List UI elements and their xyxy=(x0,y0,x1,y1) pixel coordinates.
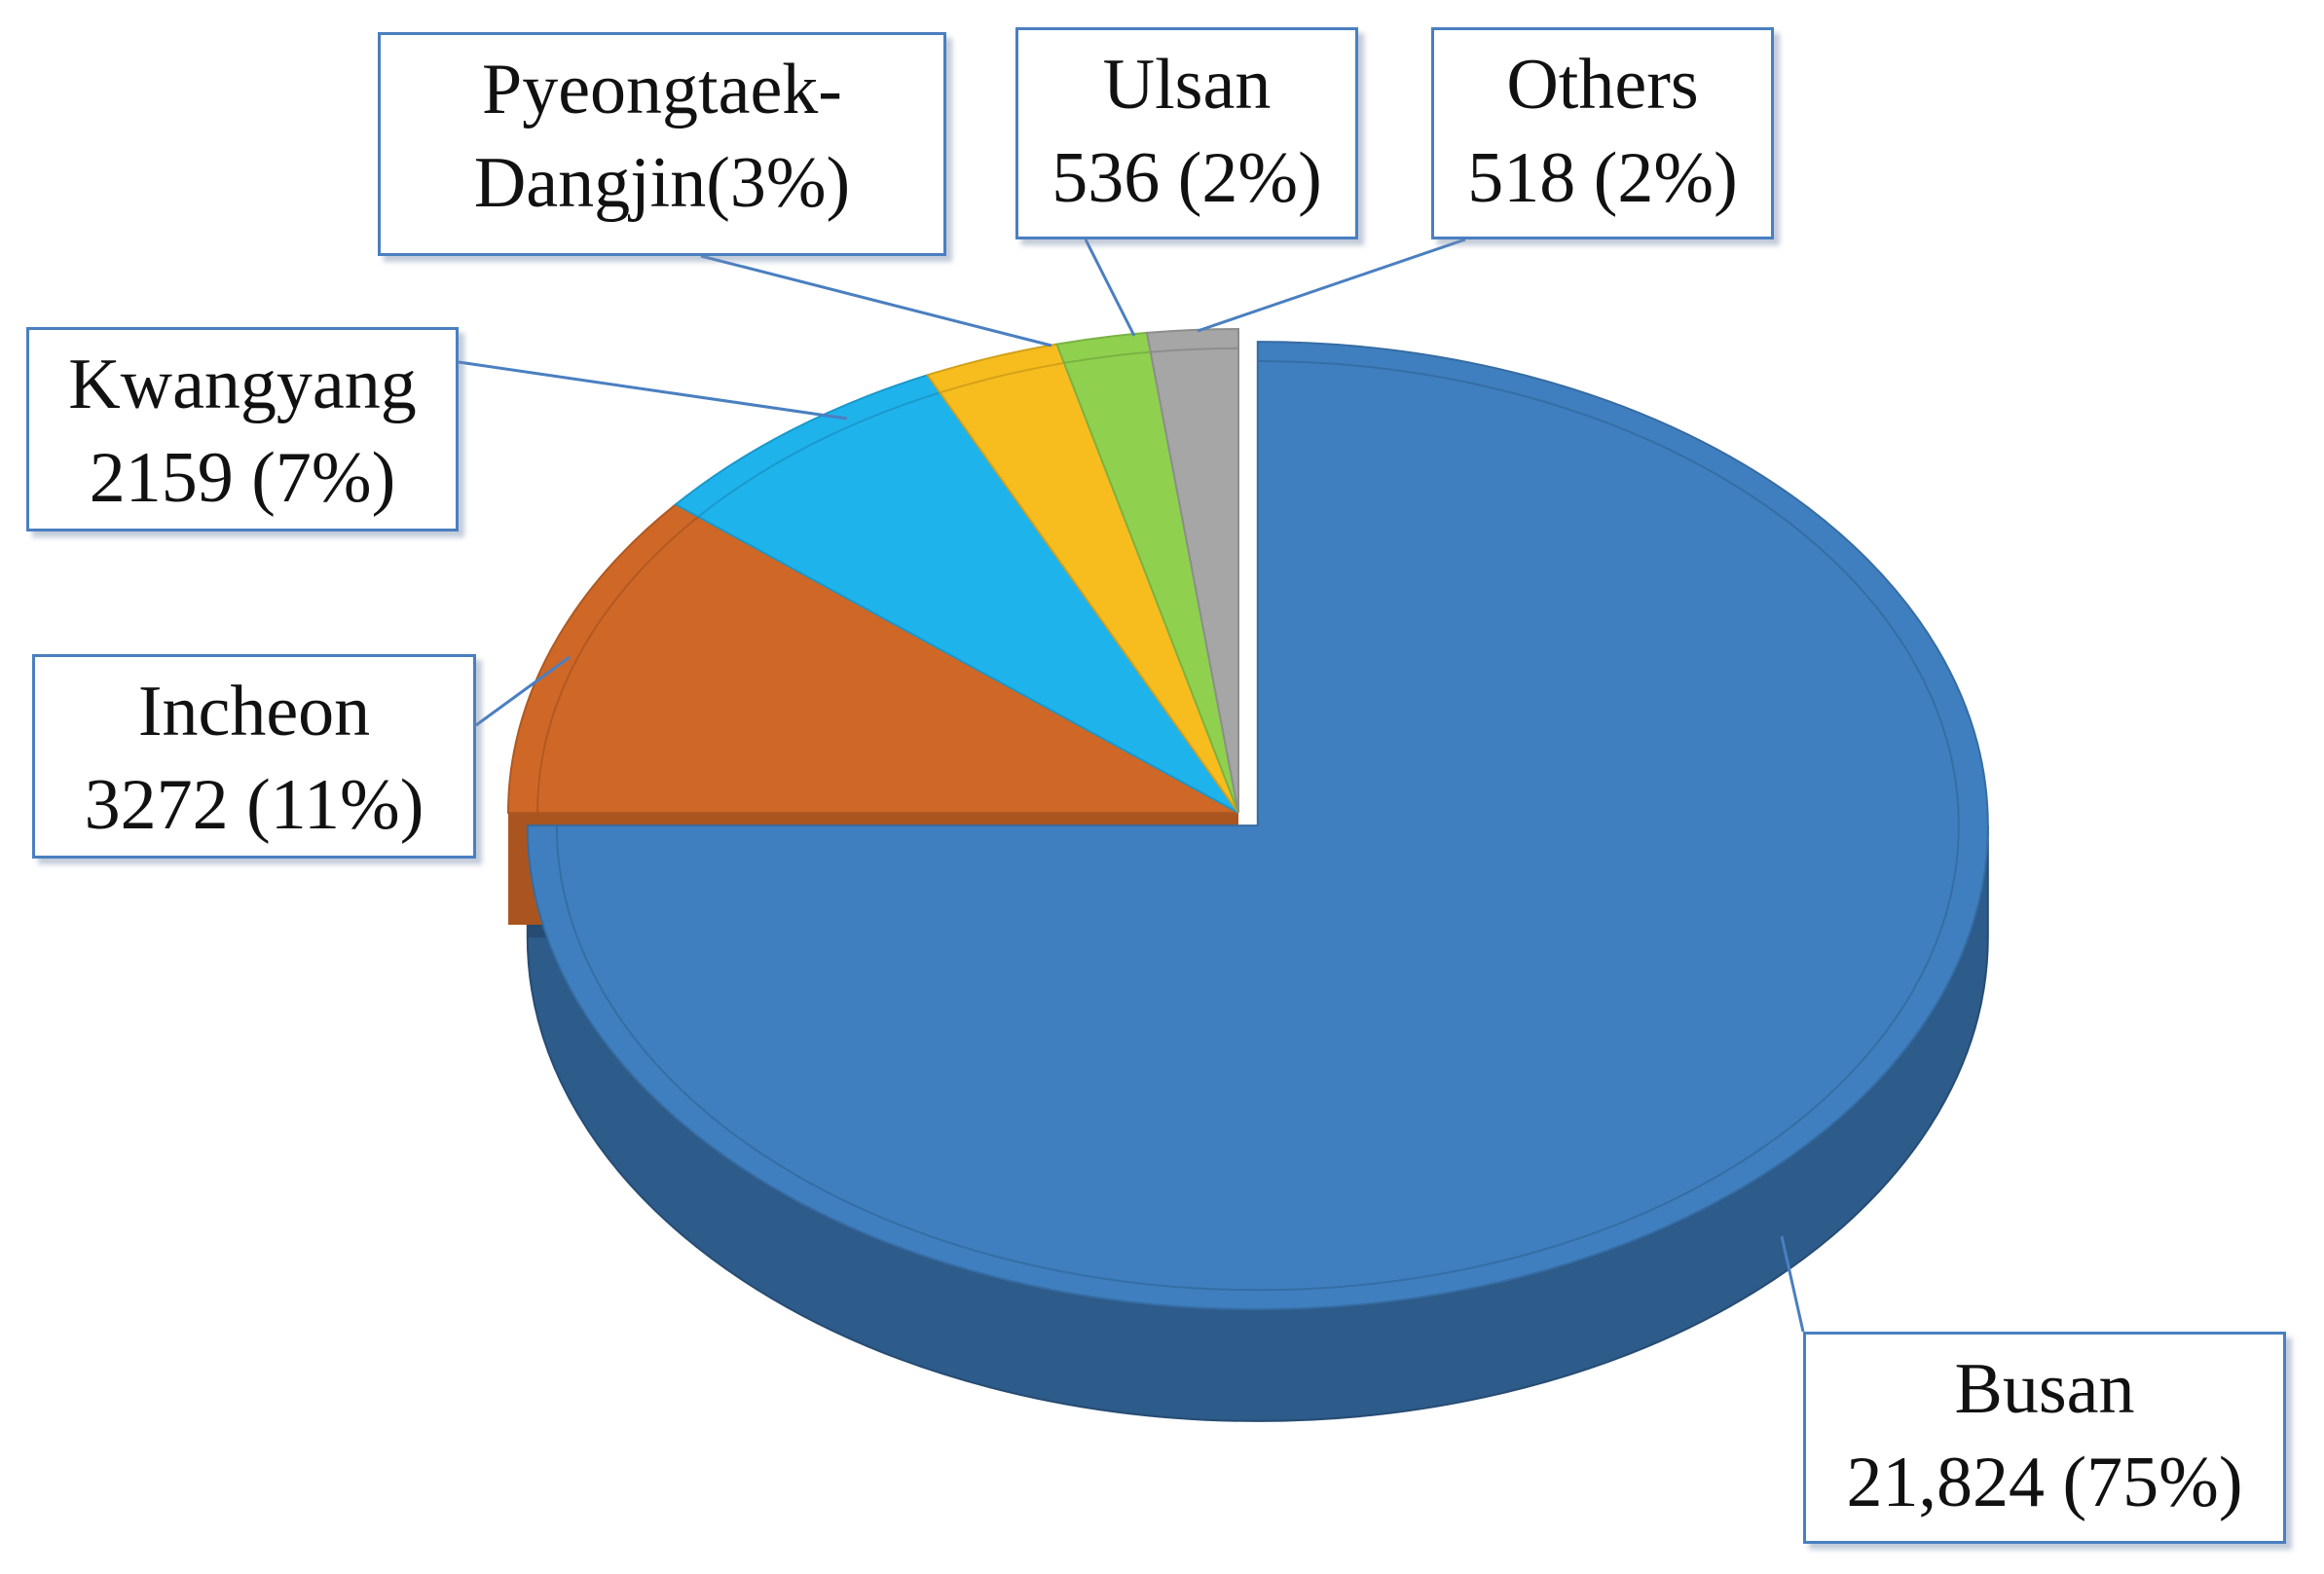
value-others: 518 (2%) xyxy=(1467,138,1738,218)
label-incheon: Incheon xyxy=(137,672,371,751)
pie-rim-others xyxy=(1150,347,1239,353)
label-pyeongtaek: Pyeongtaek- xyxy=(482,50,842,129)
value-busan: 21,824 (75%) xyxy=(1846,1443,2243,1522)
leader-line-busan xyxy=(1780,1235,1805,1333)
pie-rim-incheon xyxy=(536,516,699,814)
pie-slice-incheon xyxy=(506,503,1239,814)
label-kwangyang: Kwangyang xyxy=(68,345,417,424)
pie-tops xyxy=(506,327,1989,1311)
callout-pyeongtaek-dangjin: Pyeongtaek- Dangjin(3%) xyxy=(378,32,946,256)
value-kwangyang: 2159 (7%) xyxy=(89,438,396,518)
value-pyeongtaek-dangjin: (3%) xyxy=(706,143,851,223)
callout-incheon: Incheon 3272 (11%) xyxy=(32,654,476,859)
label-ulsan: Ulsan xyxy=(1102,45,1272,125)
label-others: Others xyxy=(1506,45,1699,125)
pie-rim-busan xyxy=(555,360,1960,1292)
pie-rim-kwangyang xyxy=(697,391,941,518)
leader-line-kwangyang xyxy=(458,360,848,421)
leader-line-incheon xyxy=(475,655,571,727)
callout-kwangyang: Kwangyang 2159 (7%) xyxy=(26,327,459,531)
pie-slice-kwangyang xyxy=(674,374,1239,814)
pie-slice-others xyxy=(1145,327,1239,814)
value-ulsan: 536 (2%) xyxy=(1051,138,1322,218)
callout-others: Others 518 (2%) xyxy=(1431,27,1774,239)
leader-line-pyeongtaek xyxy=(700,254,1052,348)
callout-busan: Busan 21,824 (75%) xyxy=(1803,1332,2286,1544)
pie-slice-busan xyxy=(526,341,1989,1311)
callout-ulsan: Ulsan 536 (2%) xyxy=(1015,27,1358,239)
label-dangjin-line: Dangjin(3%) xyxy=(381,136,943,230)
pie-rim-pyeongtaek xyxy=(940,361,1065,394)
pie-rim-ulsan xyxy=(1063,350,1151,364)
label-busan: Busan xyxy=(1954,1349,2135,1429)
leader-line-ulsan xyxy=(1084,238,1136,337)
value-incheon: 3272 (11%) xyxy=(84,765,424,845)
label-dangjin: Dangjin xyxy=(473,143,707,223)
leader-lines xyxy=(458,238,1805,1333)
leader-line-others xyxy=(1197,238,1466,333)
